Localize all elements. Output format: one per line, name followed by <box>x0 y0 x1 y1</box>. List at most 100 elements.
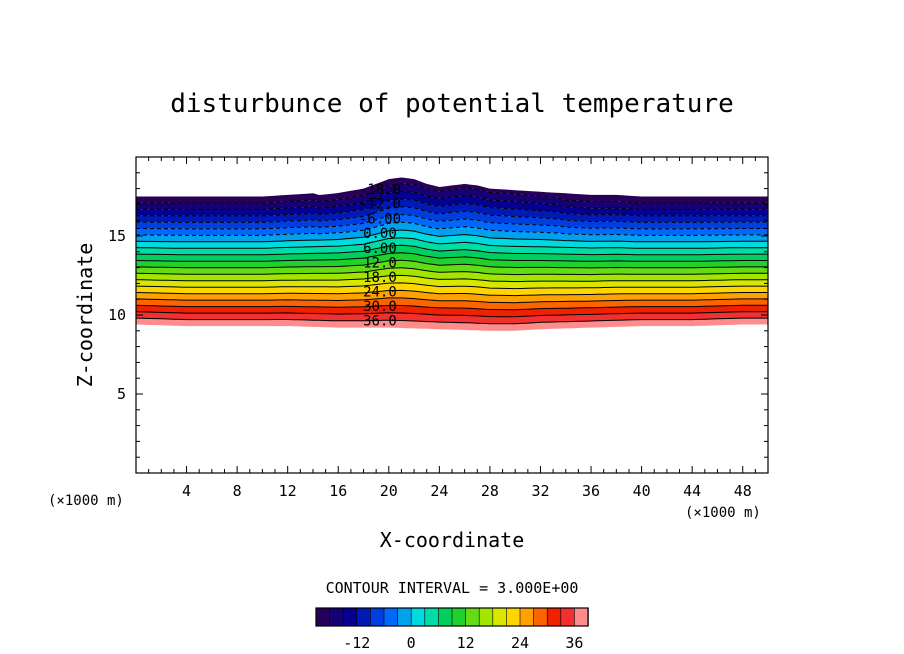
x-unit-label-left: (×1000 m) <box>48 493 124 509</box>
colorbar-cell <box>533 607 548 627</box>
contour-value-label: -6.00 <box>359 211 401 227</box>
contour-line <box>136 252 768 262</box>
x-tick-label: 48 <box>734 482 752 500</box>
colorbar-tick-label: -12 <box>343 634 370 652</box>
contour-value-label: 30.0 <box>363 299 397 315</box>
contour-interval-label: CONTOUR INTERVAL = 3.000E+00 <box>326 579 579 597</box>
contour-label-layer: -18.0-12.0-6.000.006.0012.018.024.030.03… <box>359 182 401 329</box>
contour-band <box>136 282 768 296</box>
contour-band <box>136 305 768 317</box>
contour-line <box>136 289 768 297</box>
colorbar-cell <box>329 607 344 627</box>
contour-value-label: 0.00 <box>363 226 397 242</box>
contour-line <box>136 297 768 304</box>
contour-line <box>136 317 768 325</box>
contour-band <box>136 252 768 268</box>
colorbar-cell <box>465 607 480 627</box>
colorbar-cell <box>519 607 535 627</box>
y-tick-label: 15 <box>108 227 126 245</box>
contour-band <box>136 230 768 249</box>
contour-band <box>136 267 768 282</box>
colorbar-tick-label: 24 <box>511 634 529 652</box>
x-tick-label: 8 <box>233 482 242 500</box>
colorbar-frame <box>315 607 589 627</box>
contour-line <box>136 237 768 249</box>
colorbar-cell <box>506 607 521 627</box>
contour-line <box>136 221 768 236</box>
colorbar-cell <box>315 607 331 627</box>
colorbar: -12 0 12 24 36 <box>315 607 589 652</box>
contour-band <box>136 318 768 331</box>
x-tick-label: 28 <box>481 482 499 500</box>
contour-band <box>136 260 768 275</box>
x-tick-label: 44 <box>683 482 701 500</box>
contour-line <box>136 213 768 230</box>
x-unit-label-right: (×1000 m) <box>685 505 761 521</box>
colorbar-cell <box>478 607 494 627</box>
x-tick-label: 40 <box>633 482 651 500</box>
contour-line <box>136 190 768 210</box>
contour-band <box>136 222 768 242</box>
x-axis-label: X-coordinate <box>380 528 525 552</box>
contour-value-label: -12.0 <box>359 197 401 213</box>
colorbar-cell <box>383 607 399 627</box>
colorbar-cell <box>410 607 426 627</box>
colorbar-cell <box>356 607 372 627</box>
contour-band <box>136 245 768 262</box>
contour-line <box>136 229 768 243</box>
contour-line <box>136 206 768 223</box>
colorbar-cell <box>397 607 412 627</box>
contour-line-layer <box>136 182 768 325</box>
contour-band <box>136 206 768 229</box>
colorbar-tick-label: 36 <box>565 634 583 652</box>
contour-line <box>136 311 768 318</box>
contour-line <box>136 259 768 269</box>
colorbar-tick-label: 12 <box>457 634 475 652</box>
contour-line <box>136 282 768 290</box>
x-tick-label: 16 <box>329 482 347 500</box>
colorbar-cell <box>342 607 358 627</box>
contour-band <box>136 191 768 216</box>
contour-fill-layer <box>136 177 768 331</box>
x-tick-label: 20 <box>380 482 398 500</box>
colorbar-cell <box>574 607 589 627</box>
contour-line <box>136 267 768 276</box>
contour-line <box>136 304 768 311</box>
contour-value-label: 6.00 <box>363 241 397 257</box>
contour-band <box>136 237 768 255</box>
colorbar-cell <box>424 607 440 627</box>
contour-band <box>136 199 768 223</box>
y-tick-label: 10 <box>108 306 126 324</box>
colorbar-cell <box>370 607 385 627</box>
colorbar-cell <box>438 607 453 627</box>
x-tick-label: 32 <box>531 482 549 500</box>
y-axis-label: Z-coordinate <box>73 243 97 388</box>
contour-line <box>136 274 768 283</box>
contour-band <box>136 275 768 289</box>
x-tick-label: 12 <box>279 482 297 500</box>
y-tick-label: 5 <box>117 385 126 403</box>
contour-band <box>136 177 768 203</box>
contour-line <box>136 244 768 256</box>
contour-band <box>136 214 768 236</box>
colorbar-cell <box>560 607 576 627</box>
contour-band <box>136 311 768 324</box>
contour-value-label: 36.0 <box>363 313 397 329</box>
x-tick-label: 36 <box>582 482 600 500</box>
contour-value-label: -18.0 <box>359 182 401 198</box>
chart-title: disturbunce of potential temperature <box>170 89 734 119</box>
colorbar-cell <box>492 607 508 627</box>
contour-value-label: 12.0 <box>363 255 397 271</box>
contour-line <box>136 182 768 204</box>
x-tick-label: 24 <box>430 482 448 500</box>
contour-line <box>136 198 768 217</box>
colorbar-tick-label: 0 <box>407 634 416 652</box>
colorbar-cell <box>451 607 467 627</box>
contour-value-label: 24.0 <box>363 284 397 300</box>
contour-value-label: 18.0 <box>363 270 397 286</box>
contour-band <box>136 183 768 210</box>
colorbar-cell <box>546 607 562 627</box>
x-tick-label: 4 <box>182 482 191 500</box>
